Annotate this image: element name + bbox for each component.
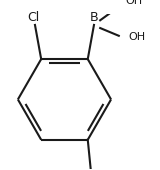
Text: OH: OH: [128, 32, 145, 42]
Text: OH: OH: [125, 0, 142, 6]
Text: Cl: Cl: [27, 11, 40, 24]
Text: B: B: [90, 11, 98, 24]
